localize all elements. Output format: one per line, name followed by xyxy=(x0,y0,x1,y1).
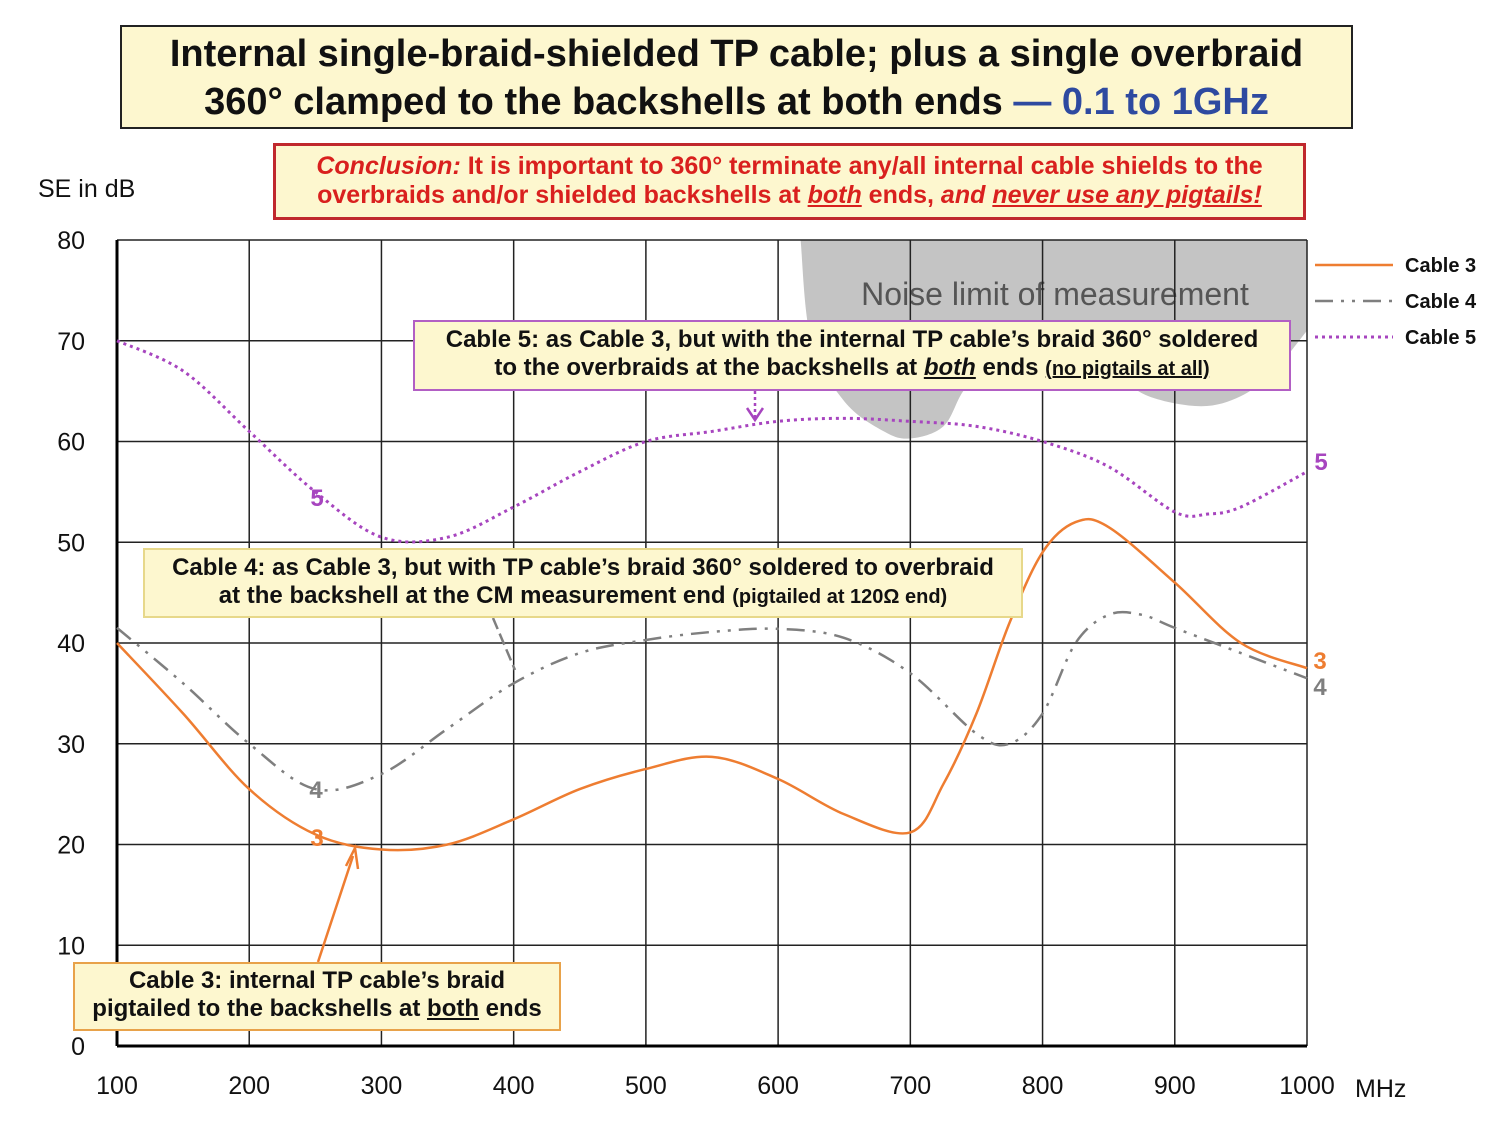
conclusion-emph: and xyxy=(940,180,993,209)
y-tick-label: 20 xyxy=(57,832,85,860)
y-tick-label: 60 xyxy=(57,429,85,457)
cable3-pointer-arrow xyxy=(316,855,355,963)
conclusion-box: Conclusion: It is important to 360° term… xyxy=(273,143,1306,220)
title-line-2: 360° clamped to the backshells at both e… xyxy=(204,80,1003,123)
conclusion-text: It is important to 360° terminate any/al… xyxy=(460,152,1263,180)
y-tick-label: 40 xyxy=(57,630,85,658)
x-tick-label: 100 xyxy=(96,1072,138,1100)
y-axis-label: SE in dB xyxy=(38,175,135,203)
title-line-1: Internal single-braid-shielded TP cable;… xyxy=(169,33,1304,75)
chart-title: Internal single-braid-shielded TP cable;… xyxy=(120,25,1353,129)
annotation-text: ends xyxy=(479,994,542,1022)
series-inline-label-cable-4: 4 xyxy=(309,777,323,804)
title-accent: — 0.1 to 1GHz xyxy=(1013,80,1269,123)
cable4-annotation: Cable 4: as Cable 3, but with TP cable’s… xyxy=(143,548,1023,618)
x-tick-label: 200 xyxy=(228,1072,270,1100)
conclusion-text: overbraids and/or shielded backshells at xyxy=(317,180,808,209)
series-end-label-cable-4: 4 xyxy=(1313,674,1327,701)
annotation-text: Cable 4: as Cable 3, but with TP cable’s… xyxy=(172,554,994,581)
annotation-text: Cable 3: internal TP cable’s braid xyxy=(128,967,506,994)
x-axis-label: MHz xyxy=(1355,1075,1406,1103)
y-tick-label: 10 xyxy=(57,932,85,960)
cable3-annotation: Cable 3: internal TP cable’s braid pigta… xyxy=(73,962,561,1031)
y-tick-label: 0 xyxy=(71,1033,85,1061)
series-line-cable-3 xyxy=(116,517,1308,852)
x-tick-label: 400 xyxy=(493,1072,535,1100)
y-tick-label: 50 xyxy=(57,529,85,557)
x-tick-label: 300 xyxy=(361,1072,403,1100)
series-end-label-cable-5: 5 xyxy=(1314,449,1327,476)
series-inline-label-cable-3: 3 xyxy=(310,825,323,852)
annotation-text: to the overbraids at the backshells at xyxy=(494,353,924,381)
y-tick-label: 30 xyxy=(57,731,85,759)
conclusion-text: ends, xyxy=(861,180,941,209)
x-tick-label: 900 xyxy=(1154,1072,1196,1100)
annotation-text: Cable 5: as Cable 3, but with the intern… xyxy=(445,326,1259,353)
cable5-annotation: Cable 5: as Cable 3, but with the intern… xyxy=(413,320,1291,391)
annotation-emph: both xyxy=(427,994,480,1022)
y-tick-label: 80 xyxy=(57,227,85,255)
annotation-emph: both xyxy=(923,353,976,381)
conclusion-emph: never use any pigtails! xyxy=(992,180,1262,209)
x-tick-label: 700 xyxy=(889,1072,931,1100)
annotation-text: at the backshell at the CM measurement e… xyxy=(218,581,733,609)
cable4-pointer-line xyxy=(491,617,517,671)
annotation-small: (pigtailed at 120Ω end) xyxy=(732,585,948,608)
annotation-text: ends xyxy=(975,353,1046,381)
x-tick-label: 800 xyxy=(1022,1072,1064,1100)
x-tick-label: 600 xyxy=(757,1072,799,1100)
legend-label-cable-4: Cable 4 xyxy=(1405,291,1477,313)
conclusion-emph: both xyxy=(807,180,862,209)
annotation-small: (no pigtails at all) xyxy=(1045,357,1210,380)
arrowhead-icon xyxy=(745,407,765,423)
noise-limit-label: Noise limit of measurement xyxy=(861,276,1249,312)
annotation-text: pigtailed to the backshells at xyxy=(92,994,428,1022)
legend-label-cable-3: Cable 3 xyxy=(1405,255,1476,277)
x-tick-label: 500 xyxy=(625,1072,667,1100)
series-inline-label-cable-5: 5 xyxy=(310,485,323,512)
series-line-cable-5 xyxy=(116,339,1308,544)
y-tick-label: 70 xyxy=(57,328,85,356)
arrowhead-icon xyxy=(344,843,360,870)
series-end-label-cable-3: 3 xyxy=(1313,648,1326,675)
series-line-cable-4 xyxy=(116,610,1308,792)
x-tick-label: 1000 xyxy=(1279,1072,1335,1100)
conclusion-lead: Conclusion: xyxy=(316,152,461,180)
legend-label-cable-5: Cable 5 xyxy=(1405,327,1476,349)
